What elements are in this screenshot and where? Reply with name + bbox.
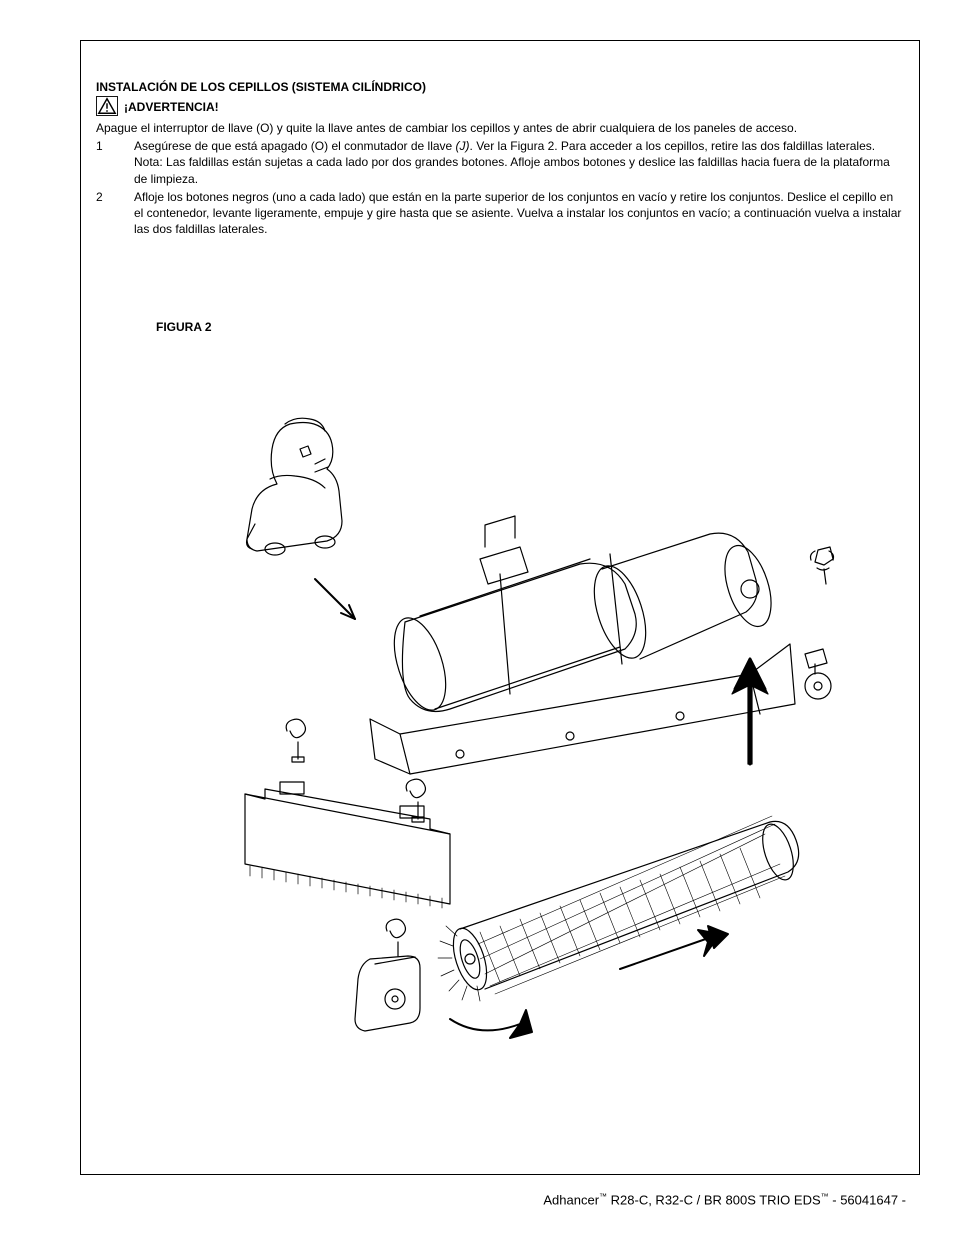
tm-icon: ™: [599, 1192, 607, 1201]
step-text-a: Afloje los botones negros (uno a cada la…: [134, 190, 901, 236]
exploded-diagram: [150, 364, 850, 1064]
content-block: INSTALACIÓN DE LOS CEPILLOS (SISTEMA CIL…: [96, 80, 904, 239]
step-number: 2: [96, 189, 108, 238]
arrow-insert-curve-icon: [450, 1010, 532, 1038]
step-ref: (J): [456, 139, 470, 153]
steps-list: 1 Asegúrese de que está apagado (O) el c…: [96, 138, 904, 237]
arrow-slide-icon: [620, 926, 728, 969]
step-number: 1: [96, 138, 108, 187]
warning-row: ¡ADVERTENCIA!: [96, 96, 904, 118]
footer-sep: -: [898, 1192, 906, 1207]
tm-icon: ™: [821, 1192, 829, 1201]
step-text-a: Asegúrese de que está apagado (O) el con…: [134, 139, 456, 153]
idler-plate-icon: [355, 919, 420, 1031]
machine-thumbnail-icon: [247, 418, 342, 555]
footer-code: 56041647: [840, 1192, 898, 1207]
step-item: 1 Asegúrese de que está apagado (O) el c…: [96, 138, 904, 187]
scrub-deck-assembly-icon: [370, 516, 834, 774]
figure-label: FIGURA 2: [156, 320, 904, 334]
footer-brand: Adhancer: [543, 1192, 599, 1207]
footer: Adhancer™ R28-C, R32-C / BR 800S TRIO ED…: [543, 1192, 906, 1207]
figure-block: FIGURA 2: [96, 320, 904, 1064]
footer-sep: -: [829, 1192, 841, 1207]
warning-triangle-icon: [96, 96, 118, 116]
section-title: INSTALACIÓN DE LOS CEPILLOS (SISTEMA CIL…: [96, 80, 904, 94]
arrow-to-assembly-icon: [315, 579, 355, 619]
page: INSTALACIÓN DE LOS CEPILLOS (SISTEMA CIL…: [0, 0, 954, 1235]
warning-label: ¡ADVERTENCIA!: [124, 96, 219, 118]
step-item: 2 Afloje los botones negros (uno a cada …: [96, 189, 904, 238]
arrow-up-icon: [732, 659, 768, 764]
step-body: Afloje los botones negros (uno a cada la…: [134, 189, 904, 238]
warning-text: Apague el interruptor de llave (O) y qui…: [96, 120, 904, 136]
footer-models: R28-C, R32-C / BR 800S TRIO EDS: [607, 1192, 821, 1207]
side-skirt-left-icon: [245, 719, 450, 908]
cylindrical-brush-icon: [438, 816, 799, 1001]
step-body: Asegúrese de que está apagado (O) el con…: [134, 138, 904, 187]
